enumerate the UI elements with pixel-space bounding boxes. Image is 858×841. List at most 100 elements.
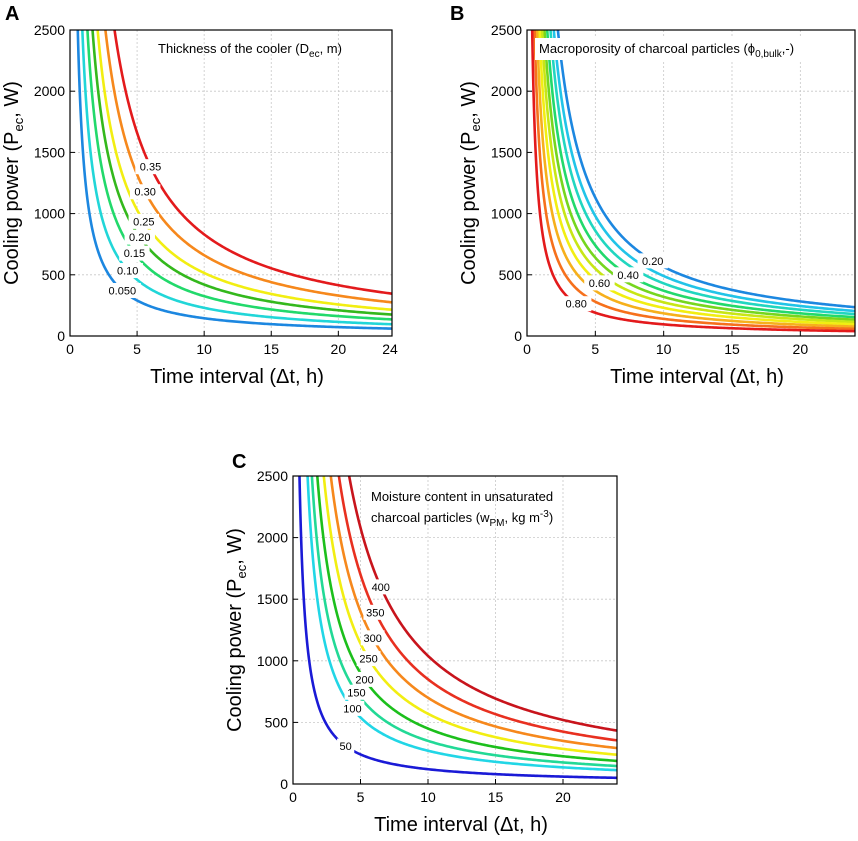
series-line-0.20	[91, 30, 392, 316]
curve-label: 350	[366, 607, 384, 619]
annotation-text: charcoal particles (wPM, kg m-3)	[371, 509, 553, 529]
panel-a: A 0.050 0.10 0.15 0.20 0.25 0.30 0.35 0 5 10 15 20 0 5…	[1, 3, 398, 388]
panel-letter: C	[232, 451, 246, 473]
y-tick-label: 2500	[34, 22, 65, 38]
curve-label: 0.25	[133, 216, 154, 228]
curve-label-bg	[337, 738, 355, 754]
curve-label-bg	[356, 651, 381, 667]
curve-label: 300	[363, 633, 381, 645]
plot-frame	[292, 475, 618, 785]
grid	[70, 30, 392, 336]
curve-label: 0.20	[129, 232, 150, 244]
x-tick-label: 15	[263, 341, 279, 357]
curve-label: 400	[372, 582, 390, 594]
y-axis-title: Cooling power (Pec, W)	[458, 81, 483, 285]
curve-label-bg	[368, 579, 393, 595]
curve-label-bg	[103, 282, 141, 298]
curve-label: 0.80	[565, 299, 586, 311]
y-tick-label: 2000	[257, 530, 288, 546]
curve-label-bg	[340, 700, 365, 716]
series-line-100	[306, 476, 617, 772]
curve-label: 0.15	[124, 248, 145, 260]
annotation-bg	[535, 38, 851, 60]
y-tick-label: 1500	[491, 144, 522, 160]
x-tick-label: 15	[724, 341, 740, 357]
x-tick-label: 5	[357, 789, 365, 805]
plot-frame	[69, 29, 393, 337]
x-tick-label: 0	[289, 789, 297, 805]
annotation-text: Thickness of the cooler (Dec, m)	[158, 41, 342, 60]
series-line-350	[337, 476, 617, 742]
series-line-0.10	[81, 30, 392, 326]
annotation-line1: Moisture content in unsaturated	[371, 489, 553, 504]
curve-label-bg	[360, 630, 385, 646]
series-line-0.050	[76, 30, 392, 330]
series-line-unlabeled-8	[533, 30, 855, 331]
y-axis-title: Cooling power (Pec, W)	[1, 81, 26, 285]
x-tick-label: 20	[555, 789, 571, 805]
curve-label-bg	[584, 275, 615, 291]
series-line-unlabeled-7	[535, 30, 855, 328]
series-line-0.15	[86, 30, 392, 321]
annotation-text: Macroporosity of charcoal particles (ϕ0,…	[539, 41, 794, 60]
panel-letter: A	[5, 3, 19, 25]
x-tick-label: 20	[331, 341, 347, 357]
series-line-unlabeled-1	[552, 30, 855, 313]
series-line-0.40	[545, 30, 855, 319]
annotation: Moisture content in unsaturated charcoal …	[371, 489, 553, 529]
y-tick-label: 2000	[491, 83, 522, 99]
plot-frame	[526, 29, 856, 337]
series-group	[76, 30, 392, 330]
y-tick-label: 500	[499, 267, 523, 283]
annotation: Thickness of the cooler (Dec, m)	[158, 41, 342, 60]
curve-label: 0.20	[642, 256, 663, 268]
curve-label: 250	[359, 654, 377, 666]
curve-label-bg	[119, 245, 150, 261]
curve-label: 50	[340, 741, 352, 753]
y-tick-label: 500	[265, 714, 289, 730]
curve-label-bg	[128, 213, 159, 229]
x-tick-label: 10	[420, 789, 436, 805]
series-line-unlabeled-2	[549, 30, 855, 316]
y-tick-label: 0	[514, 328, 522, 344]
curve-label-bg	[637, 253, 668, 269]
curve-label: 0.10	[117, 266, 138, 278]
x-axis-title: Time interval (Δt, h)	[150, 366, 324, 388]
x-tick-label: 5	[133, 341, 141, 357]
curve-label: 0.35	[140, 162, 161, 174]
y-tick-label: 1500	[257, 591, 288, 607]
curve-label: 0.60	[589, 278, 610, 290]
series-line-300	[329, 476, 617, 750]
curve-label: 100	[343, 703, 361, 715]
x-axis-title: Time interval (Δt, h)	[610, 366, 784, 388]
y-tick-label: 1000	[491, 206, 522, 222]
series-line-150	[310, 476, 617, 768]
panel-letter: B	[450, 3, 464, 25]
curve-label: 150	[347, 687, 365, 699]
series-group	[530, 30, 855, 333]
y-axis-title: Cooling power (Pec, W)	[224, 528, 249, 732]
y-tick-label: 1000	[34, 206, 65, 222]
series-line-0.30	[104, 30, 392, 304]
curve-label-bg	[124, 229, 155, 245]
series-line-200	[315, 476, 617, 763]
y-tick-label: 500	[42, 267, 66, 283]
curve-label-bg	[112, 263, 143, 279]
curve-label-bg	[363, 604, 388, 620]
grid	[527, 30, 855, 336]
x-tick-label: 20	[793, 341, 809, 357]
y-tick-label: 1500	[34, 144, 65, 160]
curve-label: 0.40	[617, 270, 638, 282]
curve-label-bg	[129, 184, 161, 200]
y-tick-label: 2500	[257, 468, 288, 484]
y-tick-label: 2500	[491, 22, 522, 38]
curve-label-bg	[352, 671, 377, 687]
y-tick-label: 2000	[34, 83, 65, 99]
y-tick-label: 0	[57, 328, 65, 344]
x-tick-label-max: 24	[382, 341, 398, 357]
series-line-0.35	[113, 30, 392, 295]
y-tick-label: 0	[280, 776, 288, 792]
series-line-0.25	[96, 30, 392, 312]
